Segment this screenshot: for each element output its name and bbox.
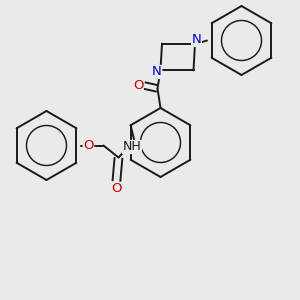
Text: N: N [152,65,162,79]
Text: O: O [111,182,122,196]
Text: O: O [83,139,94,152]
Text: O: O [133,79,143,92]
Text: NH: NH [123,140,141,154]
Text: N: N [192,33,201,46]
